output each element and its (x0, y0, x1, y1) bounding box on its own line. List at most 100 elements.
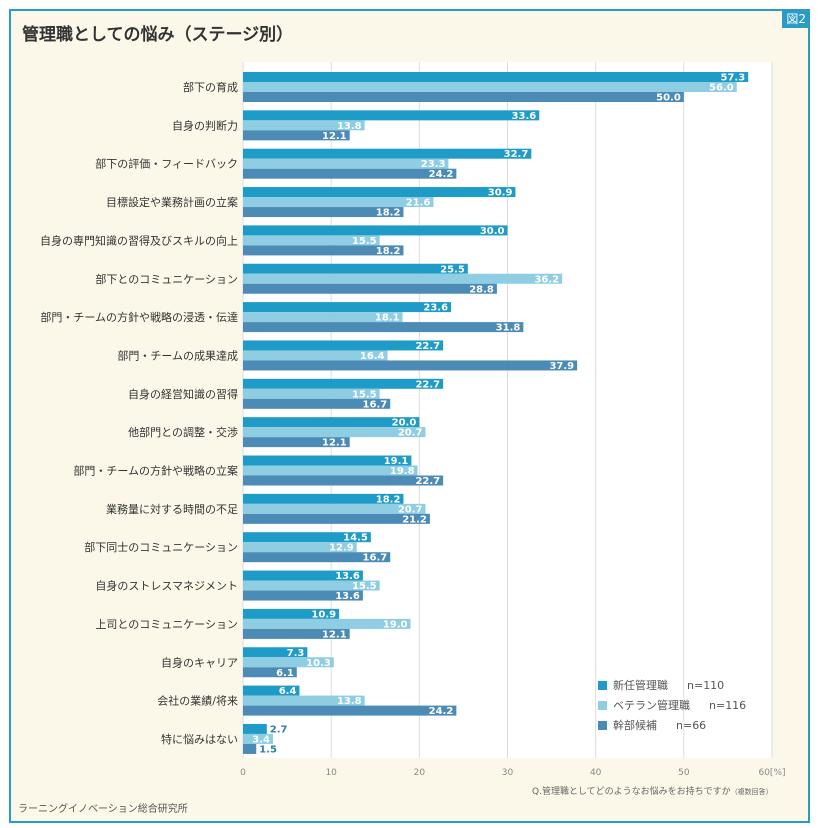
data-label: 22.7 (415, 379, 440, 390)
data-label: 6.4 (279, 686, 297, 697)
bar (243, 570, 363, 581)
bar (243, 273, 563, 284)
data-label: 12.1 (322, 131, 347, 142)
category-label: 自身のキャリア (161, 655, 238, 669)
data-label: 37.9 (549, 361, 574, 372)
data-label: 25.5 (440, 264, 465, 275)
data-label: 20.7 (398, 428, 423, 439)
legend-n: n=66 (676, 718, 707, 732)
bar (243, 283, 497, 294)
category-label: 上司とのコミュニケーション (95, 618, 238, 631)
data-label: 15.5 (352, 581, 377, 592)
data-label: 18.1 (375, 313, 400, 324)
data-label: 7.3 (287, 648, 305, 659)
bar (243, 743, 257, 754)
category-label: 部門・チームの成果達成 (117, 348, 238, 362)
data-label: 33.6 (512, 111, 537, 122)
bar (243, 733, 273, 744)
bar (243, 647, 308, 658)
data-label: 16.7 (363, 553, 388, 564)
bar (243, 312, 403, 323)
legend-label: 幹部候補 (613, 719, 657, 732)
bar (243, 590, 363, 601)
category-label: 自身のストレスマネジメント (95, 579, 238, 593)
data-label: 16.7 (363, 399, 388, 410)
bar (243, 350, 388, 361)
legend-n: n=110 (687, 678, 725, 692)
legend-swatch (598, 680, 607, 690)
category-label: 業務量に対する時間の不足 (106, 502, 238, 516)
data-label: 19.1 (384, 456, 409, 467)
bar (243, 475, 444, 486)
data-label: 18.2 (376, 208, 401, 219)
bar (243, 705, 457, 716)
bar (243, 120, 365, 131)
chart-title: 管理職としての悩み（ステージ別） (22, 25, 294, 45)
bar (243, 340, 444, 351)
bar (243, 552, 391, 563)
category-label: 部門・チームの方針や戦略の浸透・伝達 (40, 310, 238, 324)
x-tick-label: 0 (240, 768, 246, 778)
data-label: 18.2 (376, 246, 401, 257)
bar (243, 378, 444, 389)
x-tick-label: 60[%] (758, 768, 785, 778)
bar (243, 608, 340, 619)
bar (243, 542, 357, 553)
legend-item: ベテラン管理職 n=116 (598, 697, 746, 713)
data-label: 10.3 (306, 658, 331, 669)
legend-item: 新任管理職 n=110 (598, 677, 724, 693)
category-label: 部下同士のコミュニケーション (84, 540, 238, 554)
x-tick-label: 20 (414, 768, 426, 778)
bar (243, 455, 412, 466)
data-label: 21.2 (402, 514, 427, 525)
question-caption: Q.管理職としてどのようなお悩みをお持ちですか（複数回答） (532, 784, 773, 797)
bar (243, 513, 430, 524)
data-label: 12.9 (329, 543, 354, 554)
figure-label: 図2 (782, 9, 810, 28)
data-label: 23.3 (421, 159, 446, 170)
bar (243, 437, 350, 448)
bar (243, 723, 267, 734)
bar (243, 225, 508, 236)
data-label: 57.3 (721, 73, 746, 84)
bar (243, 148, 532, 159)
bar (243, 427, 426, 438)
category-label: 目標設定や業務計画の立案 (106, 195, 238, 209)
x-tick-label: 10 (325, 768, 337, 778)
data-label: 12.1 (322, 629, 347, 640)
data-label: 6.1 (276, 668, 294, 679)
category-label: 部下とのコミュニケーション (95, 272, 238, 286)
bar (243, 503, 426, 514)
bar (243, 82, 737, 92)
data-label: 20.0 (392, 418, 417, 429)
data-label: 31.8 (496, 323, 521, 334)
data-label: 30.0 (480, 226, 505, 237)
data-label: 28.8 (469, 284, 494, 295)
bar (243, 667, 297, 678)
data-label: 30.9 (488, 188, 513, 199)
data-label: 1.5 (259, 744, 277, 755)
bar (243, 618, 411, 629)
bar (243, 360, 578, 371)
bar (243, 302, 452, 313)
data-label: 19.8 (390, 466, 415, 477)
bar (243, 322, 524, 333)
x-tick-label: 30 (502, 768, 514, 778)
category-label: 特に悩みはない (161, 732, 238, 746)
category-label: 自身の経営知識の習得 (128, 387, 238, 401)
legend-label: ベテラン管理職 (613, 699, 690, 712)
source-credit: ラーニングイノベーション総合研究所 (18, 804, 188, 815)
data-label: 19.0 (383, 619, 408, 630)
bar (243, 695, 365, 706)
data-label: 13.8 (337, 121, 362, 132)
category-label: 自身の判断力 (172, 118, 238, 132)
legend-label: 新任管理職 (613, 679, 668, 692)
data-label: 32.7 (504, 149, 529, 160)
category-label: 部門・チームの方針や戦略の立案 (73, 464, 238, 478)
bar (243, 388, 380, 399)
bar (243, 493, 404, 504)
category-label: 部下の育成 (183, 80, 238, 94)
data-label: 24.2 (429, 706, 454, 717)
bar (243, 187, 516, 198)
